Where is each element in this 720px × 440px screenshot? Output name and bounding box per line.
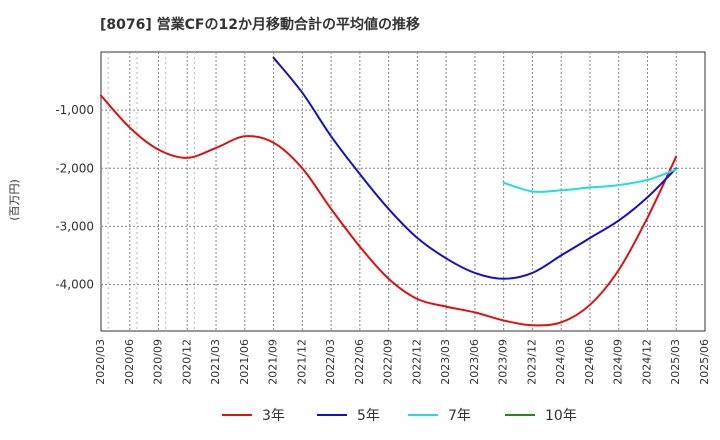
y-axis-label: (百万円) [8,179,21,221]
x-tick-label: 2023/09 [497,339,510,385]
x-tick-label: 2021/03 [209,339,222,385]
legend: 3年 5年 7年 10年 [222,408,577,424]
y-tick-label: -2,000 [55,161,94,175]
x-tick-label: 2020/06 [123,339,136,385]
x-tick-label: 2023/03 [439,339,452,385]
plot-area [100,51,706,332]
x-tick-label: 2023/12 [525,339,538,385]
x-tick-label: 2024/06 [583,339,596,385]
x-axis-ticks: 2020/03 2020/06 2020/09 2020/12 2021/03 2021/… [94,339,711,385]
legend-label: 7年 [448,408,471,424]
x-tick-label: 2025/03 [669,339,682,385]
x-tick-label: 2020/12 [180,339,193,385]
x-tick-label: 2024/03 [554,339,567,385]
legend-label: 3年 [262,408,285,424]
x-tick-label: 2022/03 [324,339,337,385]
x-tick-label: 2024/12 [640,339,653,385]
grid-lines [101,52,705,331]
series-line-2 [272,56,678,280]
x-tick-label: 2021/06 [238,339,251,385]
x-tick-label: 2020/09 [152,339,165,385]
legend-label: 10年 [545,408,577,424]
x-tick-label: 2022/06 [353,339,366,385]
x-tick-label: 2024/09 [612,339,625,385]
y-tick-label: -1,000 [55,103,94,117]
x-tick-label: 2021/09 [267,339,280,385]
series-lines [100,56,678,327]
chart-title: [8076] 営業CFの12か月移動合計の平均値の推移 [100,17,420,33]
x-tick-label: 2021/12 [295,339,308,385]
x-tick-label: 2023/06 [468,339,481,385]
x-tick-label: 2022/09 [382,339,395,385]
x-tick-label: 2025/06 [698,339,711,385]
x-tick-label: 2020/03 [94,339,107,385]
series-line-1 [100,94,678,327]
legend-label: 5年 [357,408,380,424]
y-tick-label: -4,000 [55,278,94,292]
x-tick-label: 2022/12 [410,339,423,385]
y-tick-label: -3,000 [55,219,94,233]
y-axis-ticks: -1,000 -2,000 -3,000 -4,000 [55,103,94,291]
series-line-3 [502,168,678,193]
